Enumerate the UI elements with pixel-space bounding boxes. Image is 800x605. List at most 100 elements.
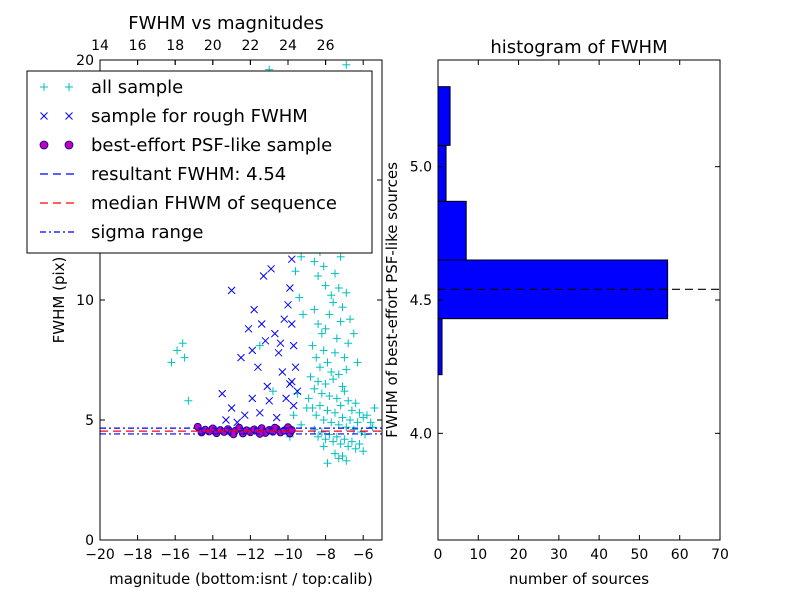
legend-entry: all sample <box>40 77 183 98</box>
all-sample-point <box>317 428 326 436</box>
scatter-top-x-tick-label: 26 <box>317 38 335 54</box>
all-sample-point <box>315 401 324 410</box>
histogram-x-tick-label: 50 <box>631 547 649 563</box>
rough-sample-point <box>248 346 257 355</box>
scatter-y-label: FWHM (pix) <box>50 257 68 344</box>
scatter-x-label: magnitude (bottom:isnt / top:calib) <box>109 570 373 588</box>
legend-circle-marker <box>64 140 74 150</box>
all-sample-point <box>338 452 347 460</box>
all-sample-point <box>366 418 375 427</box>
all-sample-point <box>167 358 176 367</box>
all-sample-point <box>327 418 336 427</box>
all-sample-point <box>340 387 349 396</box>
rough-sample-point <box>257 320 266 328</box>
scatter-x-tick-label: −8 <box>315 547 336 563</box>
all-sample-point <box>319 346 328 355</box>
all-sample-point <box>321 380 330 388</box>
all-sample-point <box>178 339 187 348</box>
all-sample-point <box>342 288 351 297</box>
all-sample-point <box>310 305 319 314</box>
rough-sample-point <box>261 336 270 345</box>
all-sample-point <box>347 406 356 415</box>
all-sample-point <box>325 392 334 400</box>
all-sample-point <box>297 420 306 429</box>
all-sample-point <box>331 449 339 458</box>
all-sample-point <box>342 456 351 465</box>
rough-sample-point <box>240 411 249 420</box>
all-sample-point <box>310 425 319 434</box>
all-sample-point <box>351 444 360 453</box>
histogram-bars <box>438 86 720 376</box>
all-sample-point <box>342 365 351 374</box>
rough-sample-point <box>254 363 262 372</box>
rough-sample-point-b <box>237 353 245 362</box>
scatter-top-x-axis: 14 16 18 20 22 24 26 <box>91 38 335 65</box>
scatter-x-tick-label: −12 <box>236 547 266 563</box>
all-sample-point <box>321 281 330 290</box>
scatter-top-x-tick-label: 18 <box>166 38 184 54</box>
all-sample-point <box>349 425 358 434</box>
rough-sample-point <box>289 341 298 350</box>
rough-sample-point-b <box>257 320 266 328</box>
all-sample-point <box>317 389 326 398</box>
histogram-y-axis: 4.0 4.5 5.0 <box>410 160 720 442</box>
rough-sample-point-b <box>227 286 236 295</box>
all-sample-point <box>338 382 347 391</box>
legend-circle-marker <box>39 140 49 150</box>
rough-sample-point-b <box>255 408 264 417</box>
all-sample-point <box>344 339 353 348</box>
histogram-y-tick-label: 4.5 <box>410 293 432 309</box>
all-sample-point <box>319 442 328 451</box>
rough-sample-point <box>267 264 275 273</box>
rough-sample-point-b <box>293 387 302 396</box>
all-sample-point <box>323 406 332 415</box>
rough-sample-point-b <box>250 305 259 314</box>
scatter-x-tick-label: −6 <box>353 547 374 563</box>
legend-x-marker <box>65 112 73 120</box>
histogram-x-tick-label: 70 <box>711 547 729 563</box>
legend-entry: sample for rough FWHM <box>40 106 308 127</box>
all-sample-point <box>308 341 317 350</box>
scatter-panel: −20 −18 −16 −14 −12 −10 −8 −6 14 16 18 20 22 24 26 0 5… <box>26 13 383 588</box>
scatter-y-tick-label: 10 <box>76 293 94 309</box>
rough-sample-point-b <box>248 346 257 355</box>
rough-sample-point-b <box>286 380 294 388</box>
scatter-top-x-tick-label: 24 <box>279 38 297 54</box>
all-sample-point <box>329 298 338 307</box>
scatter-y-tick-label: 0 <box>85 533 94 549</box>
rough-sample-point-b <box>278 368 287 376</box>
all-sample-point <box>334 420 343 429</box>
all-sample-point <box>314 432 323 441</box>
scatter-legend: all sample sample for rough FWHM best-effo… <box>26 70 373 254</box>
all-sample-point <box>319 416 328 424</box>
histogram-bar <box>438 259 669 320</box>
rough-sample-point-b <box>267 264 275 273</box>
histogram-x-tick-label: 40 <box>590 547 608 563</box>
histogram-panel: 0 10 20 30 40 50 60 70 4.0 4.5 5.0 histogram of F… <box>383 37 729 588</box>
legend-entry: sigma range <box>40 222 203 243</box>
all-sample-point <box>344 442 353 451</box>
all-sample-point <box>317 329 326 338</box>
rough-sample-point-b <box>272 413 281 422</box>
rough-sample-point-b <box>276 339 285 348</box>
scatter-top-x-tick-label: 16 <box>129 38 147 54</box>
all-sample-point <box>338 303 347 312</box>
all-sample-point <box>346 416 355 424</box>
all-sample-point <box>315 363 324 372</box>
histogram-title: histogram of FWHM <box>490 37 667 58</box>
scatter-x-tick-label: −16 <box>160 547 190 563</box>
rough-sample-point-b <box>289 401 298 410</box>
legend-label: sigma range <box>91 222 203 243</box>
rough-sample-point-b <box>289 341 298 350</box>
histogram-x-tick-label: 30 <box>550 547 568 563</box>
rough-sample-point <box>286 380 294 388</box>
rough-sample-point <box>291 363 300 372</box>
rough-sample-point <box>274 348 283 357</box>
rough-sample-point-b <box>233 418 242 427</box>
all-sample-point <box>353 418 362 427</box>
histogram-bar <box>438 318 443 376</box>
rough-sample-point <box>287 255 296 264</box>
scatter-x-axis: −20 −18 −16 −14 −12 −10 −8 −6 <box>85 60 374 563</box>
rough-sample-point <box>244 324 253 333</box>
rough-sample-point <box>272 413 281 422</box>
